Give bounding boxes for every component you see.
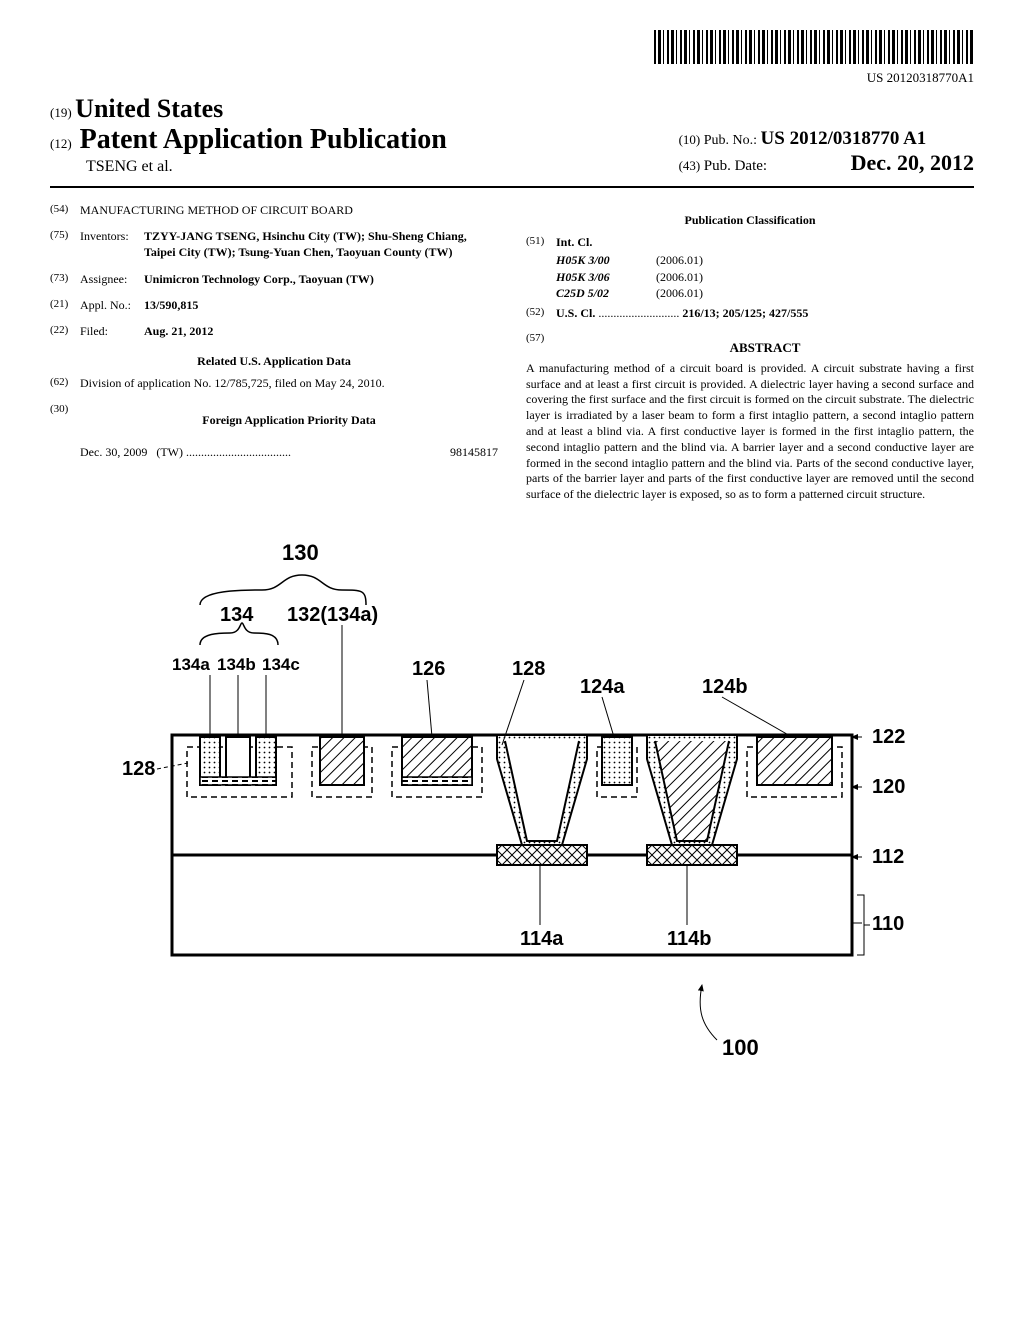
left-column: (54) MANUFACTURING METHOD OF CIRCUIT BOA…	[50, 202, 498, 503]
header-rule	[50, 186, 974, 188]
cross-section-diagram: 130 134 132(134a) 134a 134b 134c 126 128…	[102, 515, 922, 1075]
lbl-130: 130	[282, 540, 319, 565]
barcode-graphic	[50, 30, 974, 68]
foreign-appno: 98145817	[450, 444, 498, 460]
authors: TSENG et al.	[86, 158, 447, 176]
right-column: Publication Classification (51) Int. Cl.…	[526, 202, 974, 503]
title-num: (54)	[50, 202, 80, 218]
inventors-label: Inventors:	[80, 228, 144, 260]
intcl-label: Int. Cl.	[556, 235, 592, 249]
pubdate-label: Pub. Date:	[704, 158, 767, 174]
invention-title: MANUFACTURING METHOD OF CIRCUIT BOARD	[80, 202, 498, 218]
pubdate-val: Dec. 20, 2012	[851, 150, 974, 175]
pubno-label: Pub. No.:	[704, 133, 757, 148]
lbl-124b: 124b	[702, 676, 748, 698]
abstract-num: (57)	[526, 331, 556, 361]
lbl-134c: 134c	[262, 655, 300, 674]
lbl-134b: 134b	[217, 655, 256, 674]
lbl-128left: 128	[122, 758, 155, 780]
pub-label: Patent Application Publication	[80, 124, 447, 156]
filed-label: Filed:	[80, 323, 144, 339]
foreign-dots: ...................................	[186, 445, 291, 459]
related-num: (62)	[50, 375, 80, 391]
intcl-rev-2: (2006.01)	[656, 285, 703, 301]
lbl-100: 100	[722, 1035, 759, 1060]
foreign-num: (30)	[50, 402, 80, 434]
applno-body: 13/590,815	[144, 297, 498, 313]
lbl-132: 132(134a)	[287, 604, 378, 626]
foreign-date: Dec. 30, 2009	[80, 445, 147, 459]
uscl-label: U.S. Cl.	[556, 306, 595, 320]
lbl-126: 126	[412, 658, 445, 680]
pubclass-heading: Publication Classification	[526, 212, 974, 228]
country: United States	[75, 94, 223, 123]
barcode-label: US 20120318770A1	[50, 70, 974, 86]
foreign-heading: Foreign Application Priority Data	[80, 412, 498, 428]
related-body: Division of application No. 12/785,725, …	[80, 375, 498, 391]
intcl-code-1: H05K 3/06	[556, 269, 656, 285]
intcl-code-0: H05K 3/00	[556, 252, 656, 268]
assignee-body: Unimicron Technology Corp., Taoyuan (TW)	[144, 271, 498, 287]
uscl-val: 216/13; 205/125; 427/555	[679, 306, 808, 320]
header: (19) United States (12) Patent Applicati…	[50, 94, 974, 176]
assignee-num: (73)	[50, 271, 80, 287]
filed-num: (22)	[50, 323, 80, 339]
applno-label: Appl. No.:	[80, 297, 144, 313]
pubno-val: US 2012/0318770 A1	[761, 128, 927, 149]
abstract-heading: ABSTRACT	[556, 339, 974, 357]
uscl-dots: ...........................	[595, 306, 679, 320]
pubdate-num: (43)	[679, 158, 701, 173]
pub-num: (12)	[50, 136, 72, 152]
lbl-114a: 114a	[520, 928, 564, 950]
intcl-num: (51)	[526, 234, 556, 250]
intcl-rev-1: (2006.01)	[656, 269, 703, 285]
lbl-134a: 134a	[172, 655, 210, 674]
lbl-134: 134	[220, 604, 254, 626]
related-heading: Related U.S. Application Data	[50, 353, 498, 369]
applno-text: 13/590,815	[144, 298, 198, 312]
uscl-num: (52)	[526, 305, 556, 321]
lbl-122: 122	[872, 726, 905, 748]
assignee-label: Assignee:	[80, 271, 144, 287]
lbl-120: 120	[872, 776, 905, 798]
pubno-num: (10)	[679, 132, 701, 147]
foreign-country: (TW)	[156, 445, 183, 459]
intcl-rev-0: (2006.01)	[656, 252, 703, 268]
inventors-body: TZYY-JANG TSENG, Hsinchu City (TW); Shu-…	[144, 228, 498, 260]
lbl-110: 110	[872, 913, 904, 935]
figure: 130 134 132(134a) 134a 134b 134c 126 128…	[50, 515, 974, 1079]
country-num: (19)	[50, 105, 72, 120]
assignee-text: Unimicron Technology Corp., Taoyuan (TW)	[144, 272, 374, 286]
applno-num: (21)	[50, 297, 80, 313]
lbl-114b: 114b	[667, 928, 711, 950]
abstract-body: A manufacturing method of a circuit boar…	[526, 361, 974, 503]
lbl-124a: 124a	[580, 676, 625, 698]
filed-text: Aug. 21, 2012	[144, 324, 213, 338]
filed-body: Aug. 21, 2012	[144, 323, 498, 339]
inventors-num: (75)	[50, 228, 80, 260]
bibliographic-columns: (54) MANUFACTURING METHOD OF CIRCUIT BOA…	[50, 202, 974, 503]
lbl-112: 112	[872, 846, 904, 868]
lbl-128: 128	[512, 658, 545, 680]
intcl-code-2: C25D 5/02	[556, 285, 656, 301]
inventors-text: TZYY-JANG TSENG, Hsinchu City (TW); Shu-…	[144, 229, 467, 259]
